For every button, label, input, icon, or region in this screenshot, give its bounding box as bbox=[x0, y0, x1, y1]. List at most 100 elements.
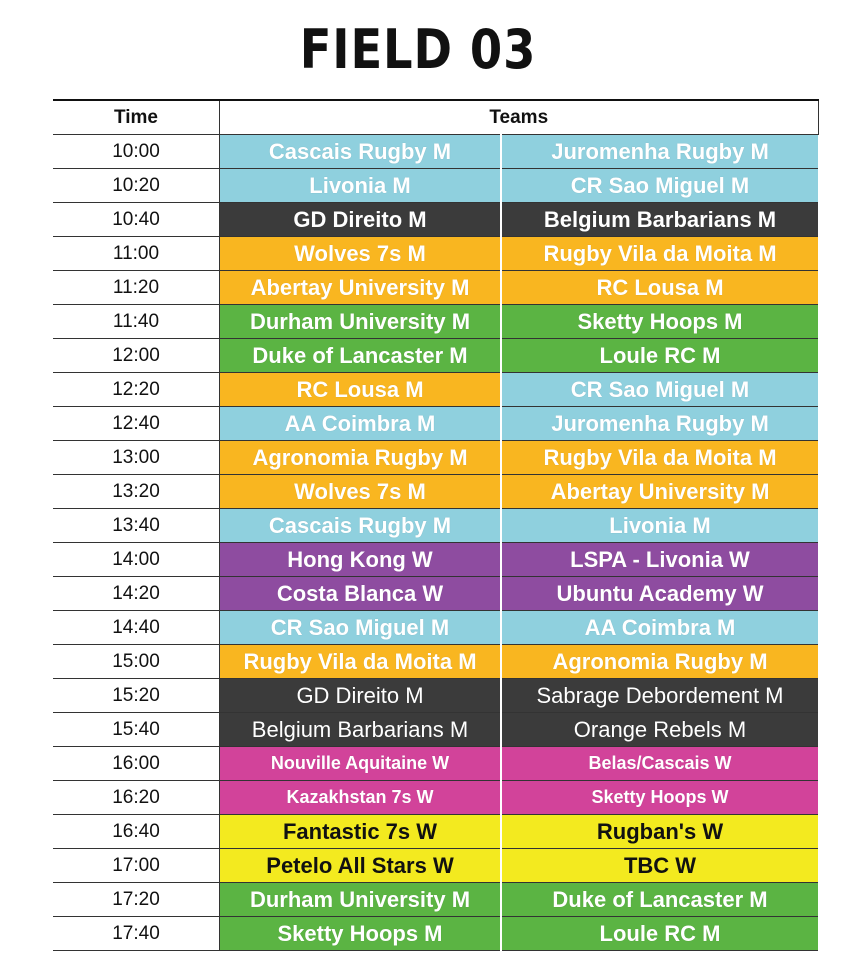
match-time: 17:00 bbox=[53, 848, 220, 883]
table-row: 15:20 GD Direito M Sabrage Debordement M bbox=[53, 678, 818, 713]
match-time: 15:00 bbox=[53, 644, 220, 679]
away-team: Duke of Lancaster M bbox=[500, 882, 818, 917]
schedule-table: Time Teams 10:00 Cascais Rugby M Juromenha… bbox=[53, 99, 819, 951]
match-time: 11:20 bbox=[53, 270, 220, 305]
home-team: Abertay University M bbox=[219, 270, 501, 305]
match-time: 11:40 bbox=[53, 304, 220, 339]
away-team: Rugban's W bbox=[500, 814, 818, 849]
match-time: 17:40 bbox=[53, 916, 220, 951]
table-row: 13:20 Wolves 7s M Abertay University M bbox=[53, 474, 818, 509]
home-team: Rugby Vila da Moita M bbox=[219, 644, 501, 679]
table-row: 14:00 Hong Kong W LSPA - Livonia W bbox=[53, 542, 818, 577]
match-time: 12:20 bbox=[53, 372, 220, 407]
away-team: Rugby Vila da Moita M bbox=[500, 440, 818, 475]
table-row: 16:40 Fantastic 7s W Rugban's W bbox=[53, 814, 818, 849]
away-team: Agronomia Rugby M bbox=[500, 644, 818, 679]
home-team: Fantastic 7s W bbox=[219, 814, 501, 849]
home-team: Duke of Lancaster M bbox=[219, 338, 501, 373]
away-team: Abertay University M bbox=[500, 474, 818, 509]
match-time: 15:20 bbox=[53, 678, 220, 713]
match-time: 15:40 bbox=[53, 712, 220, 747]
time-column-header: Time bbox=[53, 99, 220, 135]
away-team: CR Sao Miguel M bbox=[500, 168, 818, 203]
home-team: Durham University M bbox=[219, 882, 501, 917]
home-team: Hong Kong W bbox=[219, 542, 501, 577]
table-row: 12:00 Duke of Lancaster M Loule RC M bbox=[53, 338, 818, 373]
match-time: 17:20 bbox=[53, 882, 220, 917]
home-team: Agronomia Rugby M bbox=[219, 440, 501, 475]
table-row: 15:40 Belgium Barbarians M Orange Rebels M bbox=[53, 712, 818, 747]
home-team: Wolves 7s M bbox=[219, 474, 501, 509]
match-time: 13:20 bbox=[53, 474, 220, 509]
match-time: 13:40 bbox=[53, 508, 220, 543]
away-team: Rugby Vila da Moita M bbox=[500, 236, 818, 271]
teams-column-header: Teams bbox=[219, 99, 819, 135]
home-team: Belgium Barbarians M bbox=[219, 712, 501, 747]
away-team: Juromenha Rugby M bbox=[500, 134, 818, 169]
table-row: 17:20 Durham University M Duke of Lancaste… bbox=[53, 882, 818, 917]
home-team: Durham University M bbox=[219, 304, 501, 339]
away-team: Juromenha Rugby M bbox=[500, 406, 818, 441]
table-row: 11:00 Wolves 7s M Rugby Vila da Moita M bbox=[53, 236, 818, 271]
match-time: 10:00 bbox=[53, 134, 220, 169]
table-row: 13:00 Agronomia Rugby M Rugby Vila da Moit… bbox=[53, 440, 818, 475]
home-team: Cascais Rugby M bbox=[219, 134, 501, 169]
away-team: Loule RC M bbox=[500, 916, 818, 951]
table-row: 11:40 Durham University M Sketty Hoops M bbox=[53, 304, 818, 339]
away-team: Sabrage Debordement M bbox=[500, 678, 818, 713]
home-team: GD Direito M bbox=[219, 678, 501, 713]
match-time: 16:20 bbox=[53, 780, 220, 815]
page-title: FIELD 03 bbox=[299, 18, 537, 81]
match-time: 16:40 bbox=[53, 814, 220, 849]
away-team: Sketty Hoops W bbox=[500, 780, 818, 815]
table-row: 16:00 Nouville Aquitaine W Belas/Cascais W bbox=[53, 746, 818, 781]
home-team: Nouville Aquitaine W bbox=[219, 746, 501, 781]
match-time: 10:20 bbox=[53, 168, 220, 203]
away-team: LSPA - Livonia W bbox=[500, 542, 818, 577]
table-row: 10:00 Cascais Rugby M Juromenha Rugby M bbox=[53, 134, 818, 169]
match-time: 12:40 bbox=[53, 406, 220, 441]
table-row: 15:00 Rugby Vila da Moita M Agronomia Rugb… bbox=[53, 644, 818, 679]
away-team: Orange Rebels M bbox=[500, 712, 818, 747]
away-team: Belas/Cascais W bbox=[500, 746, 818, 781]
away-team: Sketty Hoops M bbox=[500, 304, 818, 339]
table-row: 12:40 AA Coimbra M Juromenha Rugby M bbox=[53, 406, 818, 441]
home-team: Livonia M bbox=[219, 168, 501, 203]
match-time: 12:00 bbox=[53, 338, 220, 373]
away-team: CR Sao Miguel M bbox=[500, 372, 818, 407]
away-team: RC Lousa M bbox=[500, 270, 818, 305]
table-row: 14:40 CR Sao Miguel M AA Coimbra M bbox=[53, 610, 818, 645]
table-row: 14:20 Costa Blanca W Ubuntu Academy W bbox=[53, 576, 818, 611]
schedule-body: 10:00 Cascais Rugby M Juromenha Rugby M 10:… bbox=[53, 134, 818, 951]
home-team: Wolves 7s M bbox=[219, 236, 501, 271]
home-team: CR Sao Miguel M bbox=[219, 610, 501, 645]
table-row: 17:00 Petelo All Stars W TBC W bbox=[53, 848, 818, 883]
table-row: 10:40 GD Direito M Belgium Barbarians M bbox=[53, 202, 818, 237]
away-team: AA Coimbra M bbox=[500, 610, 818, 645]
match-time: 10:40 bbox=[53, 202, 220, 237]
match-time: 16:00 bbox=[53, 746, 220, 781]
home-team: GD Direito M bbox=[219, 202, 501, 237]
table-row: 10:20 Livonia M CR Sao Miguel M bbox=[53, 168, 818, 203]
table-row: 13:40 Cascais Rugby M Livonia M bbox=[53, 508, 818, 543]
away-team: Belgium Barbarians M bbox=[500, 202, 818, 237]
match-time: 11:00 bbox=[53, 236, 220, 271]
table-row: 17:40 Sketty Hoops M Loule RC M bbox=[53, 916, 818, 951]
home-team: Sketty Hoops M bbox=[219, 916, 501, 951]
table-row: 16:20 Kazakhstan 7s W Sketty Hoops W bbox=[53, 780, 818, 815]
table-row: 12:20 RC Lousa M CR Sao Miguel M bbox=[53, 372, 818, 407]
match-time: 14:00 bbox=[53, 542, 220, 577]
home-team: RC Lousa M bbox=[219, 372, 501, 407]
home-team: Kazakhstan 7s W bbox=[219, 780, 501, 815]
header-row: Time Teams bbox=[53, 99, 819, 135]
away-team: Livonia M bbox=[500, 508, 818, 543]
home-team: Petelo All Stars W bbox=[219, 848, 501, 883]
match-time: 13:00 bbox=[53, 440, 220, 475]
away-team: TBC W bbox=[500, 848, 818, 883]
home-team: Costa Blanca W bbox=[219, 576, 501, 611]
match-time: 14:40 bbox=[53, 610, 220, 645]
away-team: Ubuntu Academy W bbox=[500, 576, 818, 611]
home-team: Cascais Rugby M bbox=[219, 508, 501, 543]
away-team: Loule RC M bbox=[500, 338, 818, 373]
table-row: 11:20 Abertay University M RC Lousa M bbox=[53, 270, 818, 305]
